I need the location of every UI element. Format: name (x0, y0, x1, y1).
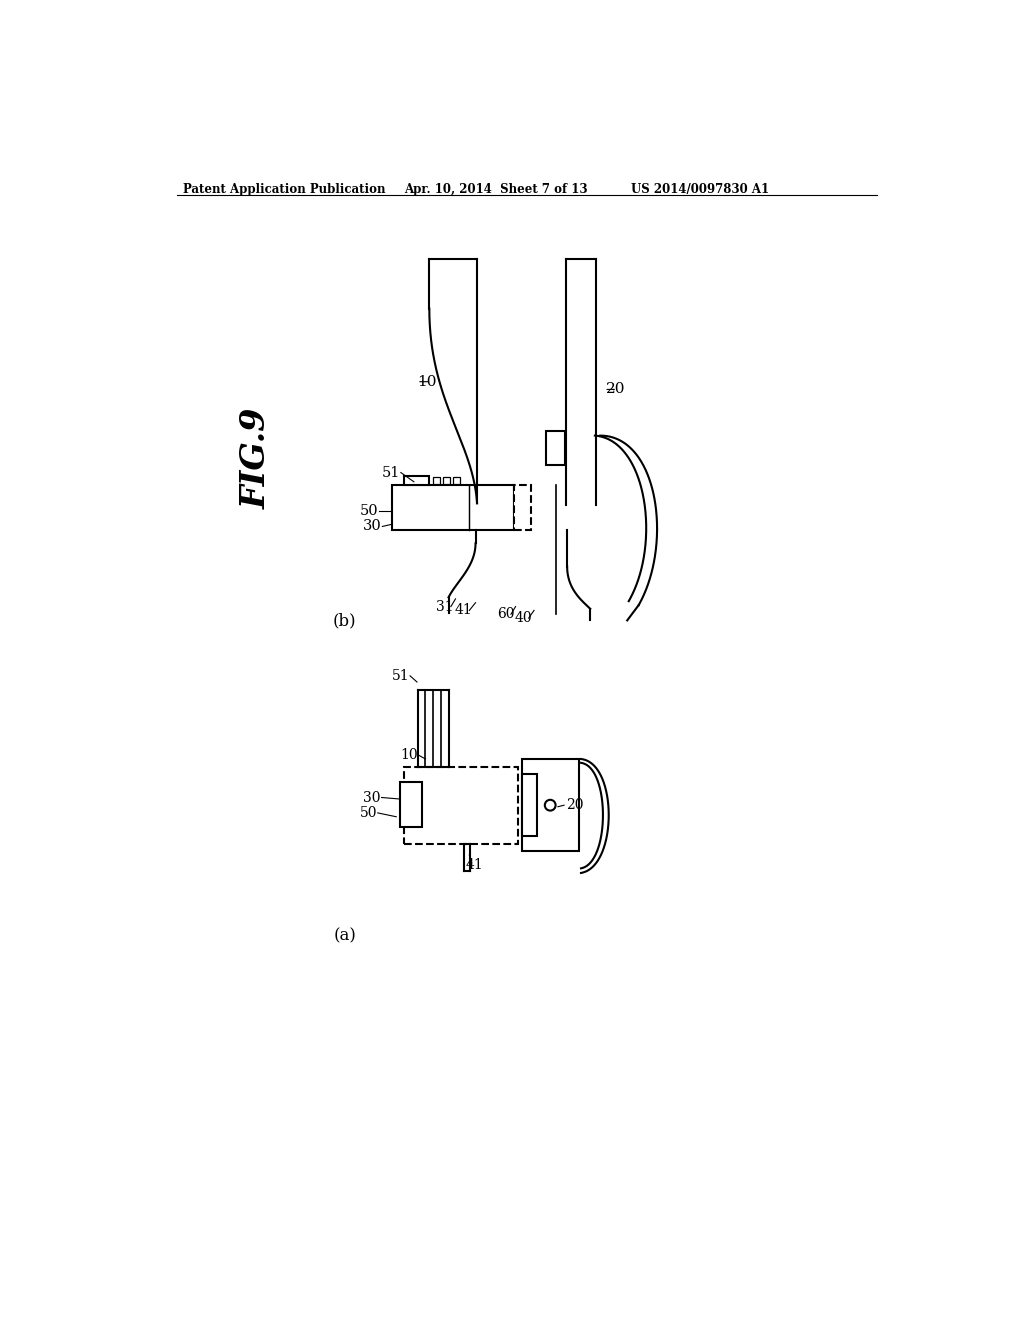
Text: 31: 31 (436, 599, 454, 614)
Text: 50: 50 (359, 807, 377, 820)
Text: 30: 30 (364, 791, 381, 804)
Text: 50: 50 (359, 504, 379, 517)
Text: US 2014/0097830 A1: US 2014/0097830 A1 (631, 183, 769, 197)
Text: 10: 10 (400, 748, 418, 762)
Text: 51: 51 (391, 669, 410, 682)
Bar (443, 478, 451, 484)
Bar (433, 478, 440, 484)
Bar (403, 475, 429, 484)
Text: 41: 41 (455, 603, 472, 618)
Text: 20: 20 (565, 799, 583, 812)
Text: 41: 41 (466, 858, 483, 873)
Bar (514, 484, 531, 529)
Text: Apr. 10, 2014  Sheet 7 of 13: Apr. 10, 2014 Sheet 7 of 13 (403, 183, 588, 197)
Text: FIG.9: FIG.9 (240, 408, 272, 510)
Text: 60: 60 (498, 607, 515, 622)
Bar (400, 781, 422, 826)
Text: 10: 10 (417, 375, 436, 388)
Text: Patent Application Publication: Patent Application Publication (183, 183, 385, 197)
Bar (403, 767, 518, 843)
Bar (392, 484, 514, 529)
Bar (521, 775, 538, 836)
Text: (a): (a) (333, 928, 356, 945)
Text: 51: 51 (382, 466, 400, 479)
Text: 30: 30 (362, 520, 382, 533)
Text: 20: 20 (606, 383, 626, 396)
Text: (b): (b) (333, 612, 356, 628)
Bar (454, 478, 460, 484)
Bar (521, 759, 580, 851)
Text: 40: 40 (514, 611, 532, 626)
Bar (547, 432, 565, 465)
